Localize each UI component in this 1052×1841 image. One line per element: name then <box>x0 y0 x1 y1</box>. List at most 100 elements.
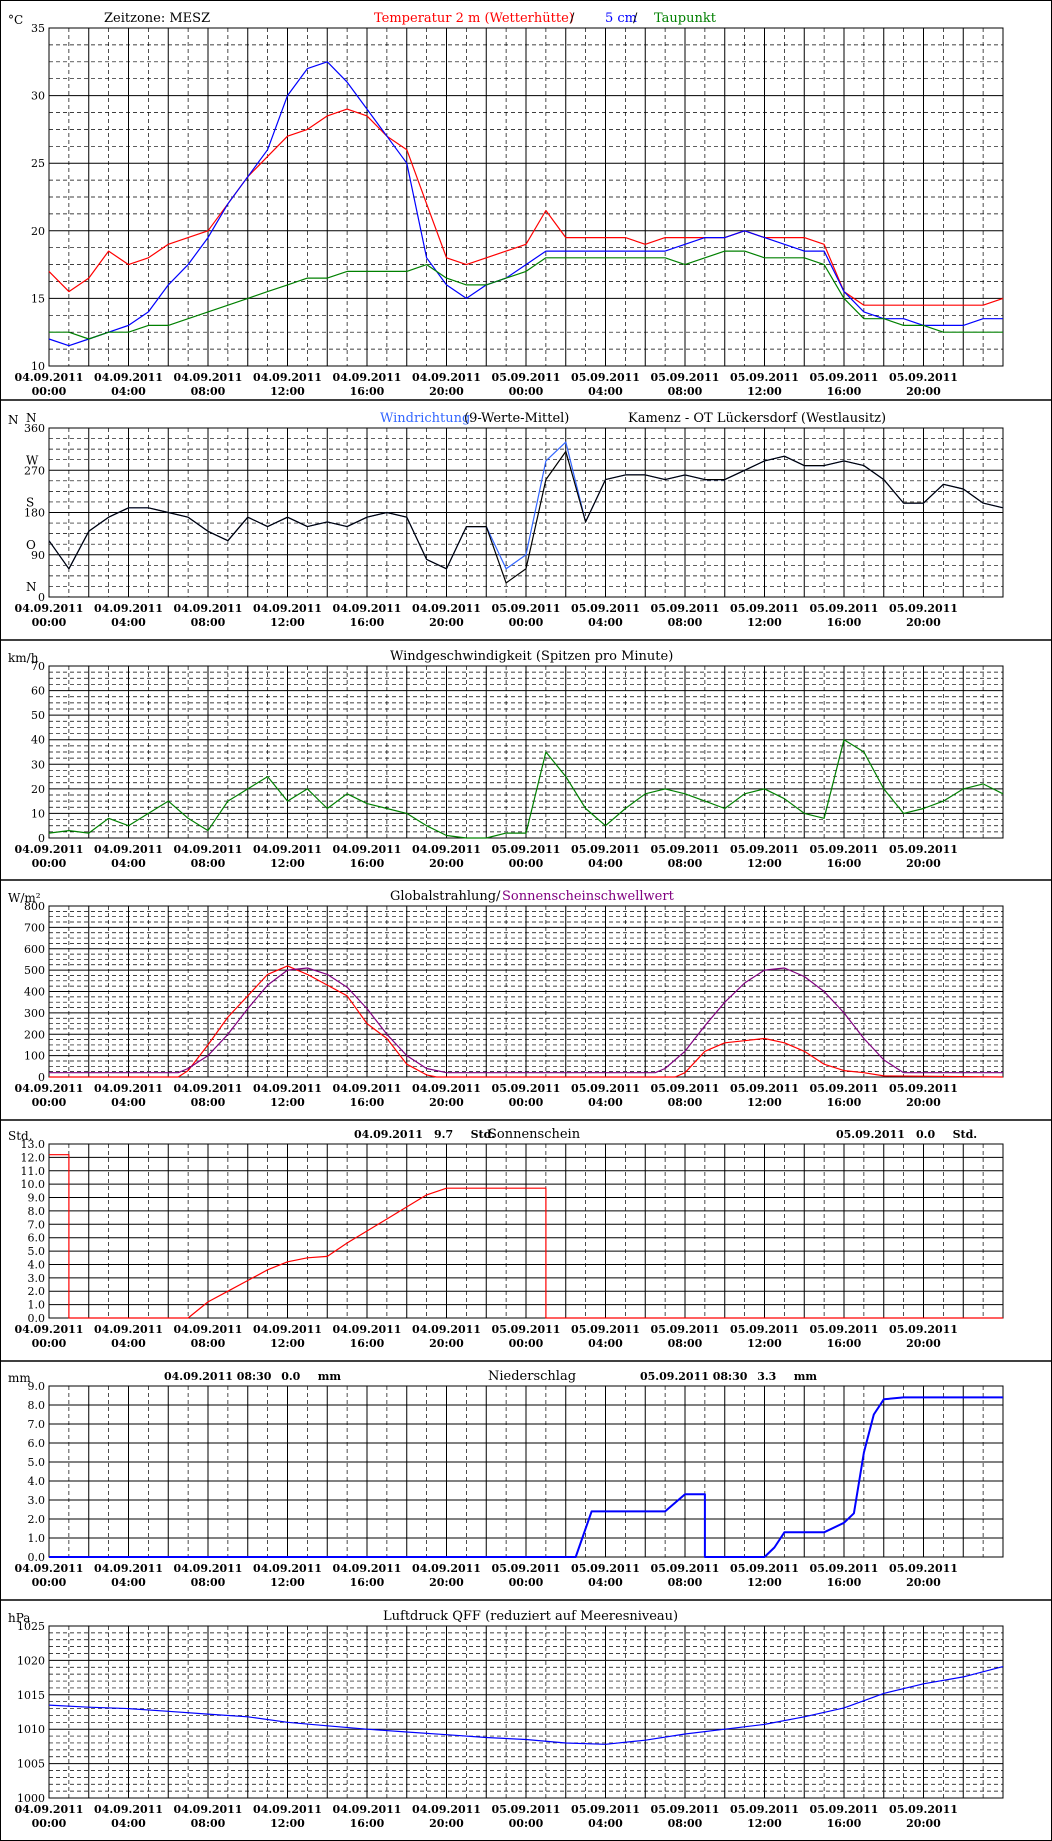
x-tick-date: 04.09.2011 <box>333 602 402 615</box>
y-tick-label: 60 <box>31 685 45 698</box>
x-tick-date: 05.09.2011 <box>571 1082 640 1095</box>
y-tick-label: 0 <box>38 1071 45 1084</box>
y-tick-label: 0.0 <box>28 1312 46 1325</box>
y-tick-label: 800 <box>24 900 45 913</box>
unit-label: W/m² <box>8 891 41 905</box>
title-segment: mm <box>318 1370 342 1383</box>
x-tick-date: 05.09.2011 <box>492 1803 561 1816</box>
x-tick-date: 04.09.2011 <box>412 1803 481 1816</box>
x-tick-date: 04.09.2011 <box>174 1562 243 1575</box>
title-segment: 5 cm <box>605 11 637 26</box>
unit-label: °C <box>8 13 23 27</box>
y-tick-label: 20 <box>31 783 45 796</box>
x-tick-date: 04.09.2011 <box>174 1082 243 1095</box>
y-tick-label: 0.0 <box>28 1551 46 1564</box>
x-tick-time: 08:00 <box>191 1337 226 1350</box>
y-tick-label: 4.0 <box>28 1475 46 1488</box>
x-tick-time: 00:00 <box>509 616 544 629</box>
x-tick-date: 05.09.2011 <box>492 371 561 384</box>
y-tick-label: 7.0 <box>28 1218 46 1231</box>
x-tick-date: 05.09.2011 <box>492 1562 561 1575</box>
y-tick-label: 90 <box>31 549 45 562</box>
x-tick-date: 04.09.2011 <box>333 1082 402 1095</box>
x-tick-time: 00:00 <box>509 857 544 870</box>
x-tick-date: 05.09.2011 <box>492 1082 561 1095</box>
unit-label: Std. <box>8 1129 33 1143</box>
x-tick-date: 05.09.2011 <box>889 1562 958 1575</box>
x-tick-time: 00:00 <box>32 385 67 398</box>
y-tick-label: 30 <box>31 90 45 103</box>
x-tick-date: 04.09.2011 <box>253 1323 322 1336</box>
x-tick-time: 20:00 <box>906 616 941 629</box>
x-tick-date: 05.09.2011 <box>571 1562 640 1575</box>
x-tick-date: 04.09.2011 <box>94 371 163 384</box>
y-tick-label: 1015 <box>17 1689 45 1702</box>
y-tick-label: 12.0 <box>21 1151 46 1164</box>
title-segment: / <box>570 11 575 26</box>
x-tick-time: 16:00 <box>350 1096 385 1109</box>
y-tick-label: 300 <box>24 1007 45 1020</box>
x-tick-date: 04.09.2011 <box>94 1082 163 1095</box>
x-tick-time: 20:00 <box>429 616 464 629</box>
y-tick-label: 11.0 <box>21 1165 46 1178</box>
x-tick-time: 16:00 <box>350 857 385 870</box>
y-tick-label: 1020 <box>17 1654 45 1667</box>
title-segment: Zeitzone: MESZ <box>104 11 210 26</box>
x-tick-date: 05.09.2011 <box>730 602 799 615</box>
y-tick-label: 4.0 <box>28 1258 46 1271</box>
y-tick-label: 8.0 <box>28 1205 46 1218</box>
x-tick-date: 04.09.2011 <box>253 602 322 615</box>
series-line-blue <box>48 61 1003 347</box>
x-tick-date: 05.09.2011 <box>730 1323 799 1336</box>
x-tick-date: 05.09.2011 <box>571 843 640 856</box>
x-tick-time: 08:00 <box>668 616 703 629</box>
compass-label: N <box>26 411 37 425</box>
y-tick-label: 10 <box>31 360 45 373</box>
x-tick-date: 04.09.2011 <box>94 843 163 856</box>
x-tick-time: 20:00 <box>429 385 464 398</box>
x-tick-time: 20:00 <box>429 1337 464 1350</box>
x-tick-date: 05.09.2011 <box>810 1323 879 1336</box>
x-tick-date: 05.09.2011 <box>810 843 879 856</box>
x-tick-time: 00:00 <box>32 1817 67 1830</box>
x-tick-time: 16:00 <box>827 1096 862 1109</box>
title-segment: Niederschlag <box>488 1369 576 1384</box>
x-tick-date: 05.09.2011 <box>571 602 640 615</box>
title-segment: Taupunkt <box>654 11 717 26</box>
x-tick-date: 04.09.2011 <box>94 1323 163 1336</box>
x-tick-time: 20:00 <box>906 1576 941 1589</box>
x-tick-date: 05.09.2011 <box>810 1562 879 1575</box>
x-tick-date: 05.09.2011 <box>810 1803 879 1816</box>
x-tick-date: 05.09.2011 <box>730 1082 799 1095</box>
x-tick-time: 12:00 <box>270 1576 305 1589</box>
y-tick-label: 13.0 <box>21 1138 46 1151</box>
x-tick-time: 12:00 <box>270 1817 305 1830</box>
title-segment: 04.09.2011 08:30 <box>164 1370 272 1383</box>
x-tick-time: 04:00 <box>111 616 146 629</box>
x-tick-date: 04.09.2011 <box>412 1082 481 1095</box>
x-tick-date: 05.09.2011 <box>810 371 879 384</box>
title-segment: 3.3 <box>757 1370 776 1383</box>
x-tick-time: 04:00 <box>588 1817 623 1830</box>
title-segment: mm <box>794 1370 818 1383</box>
x-tick-time: 00:00 <box>509 1337 544 1350</box>
x-tick-time: 00:00 <box>509 1576 544 1589</box>
title-segment: Std. <box>953 1128 978 1141</box>
x-tick-date: 04.09.2011 <box>174 602 243 615</box>
x-tick-time: 00:00 <box>509 385 544 398</box>
x-tick-time: 12:00 <box>747 1337 782 1350</box>
unit-label: hPa <box>8 1611 30 1625</box>
compass-label: O <box>26 538 36 552</box>
x-tick-date: 04.09.2011 <box>174 371 243 384</box>
x-tick-date: 05.09.2011 <box>889 602 958 615</box>
y-tick-label: 2.0 <box>28 1285 46 1298</box>
y-tick-label: 700 <box>24 921 45 934</box>
title-segment: Windrichtung <box>380 411 470 426</box>
x-tick-time: 16:00 <box>350 1817 385 1830</box>
x-tick-date: 04.09.2011 <box>15 1323 84 1336</box>
x-tick-time: 00:00 <box>32 616 67 629</box>
y-tick-label: 180 <box>24 507 45 520</box>
x-tick-time: 20:00 <box>906 385 941 398</box>
x-tick-date: 04.09.2011 <box>253 1803 322 1816</box>
x-tick-date: 05.09.2011 <box>492 1323 561 1336</box>
